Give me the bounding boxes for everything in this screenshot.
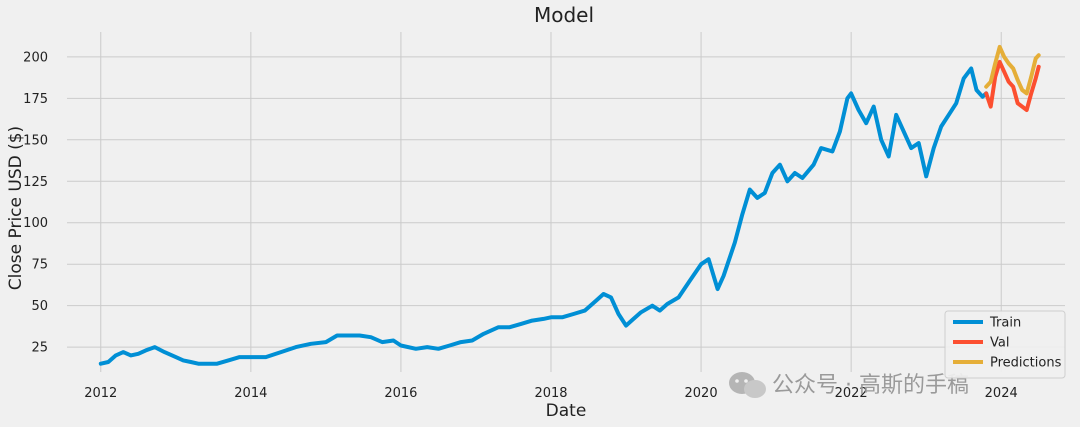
x-tick-label: 2022 — [835, 386, 868, 401]
y-axis-ticks: 25 50 75 100 125 150 175 200 — [23, 50, 48, 355]
x-tick-label: 2018 — [534, 386, 567, 401]
chart-title: Model — [534, 3, 594, 27]
watermark: 公众号 · 高斯的手稿 — [729, 372, 969, 398]
x-axis-label: Date — [546, 401, 587, 421]
wechat-icon — [729, 372, 766, 398]
x-tick-label: 2014 — [234, 386, 267, 401]
x-tick-label: 2012 — [84, 386, 117, 401]
legend-label-predictions: Predictions — [990, 356, 1062, 371]
grid-lines — [67, 32, 1065, 372]
y-tick-label: 175 — [23, 92, 48, 107]
legend: Train Val Predictions — [944, 310, 1066, 379]
x-tick-label: 2024 — [985, 386, 1018, 401]
legend-label-train: Train — [989, 316, 1021, 331]
y-axis-label: Close Price USD ($) — [6, 126, 26, 290]
series-lines — [98, 44, 1041, 366]
y-tick-label: 100 — [23, 216, 48, 231]
y-tick-label: 25 — [31, 341, 48, 356]
series-line-val — [984, 59, 1041, 112]
x-tick-label: 2016 — [384, 386, 417, 401]
x-axis-ticks: 2012 2014 2016 2018 2020 2022 2024 — [84, 386, 1018, 401]
watermark-text: 公众号 · 高斯的手稿 — [772, 373, 969, 398]
series-line-predictions — [984, 44, 1041, 96]
legend-label-val: Val — [990, 336, 1009, 351]
y-tick-label: 75 — [31, 258, 48, 273]
y-tick-label: 50 — [31, 299, 48, 314]
y-tick-label: 125 — [23, 175, 48, 190]
series-line-train — [98, 66, 989, 366]
x-tick-label: 2020 — [685, 386, 718, 401]
y-tick-label: 150 — [23, 133, 48, 148]
y-tick-label: 200 — [23, 50, 48, 65]
